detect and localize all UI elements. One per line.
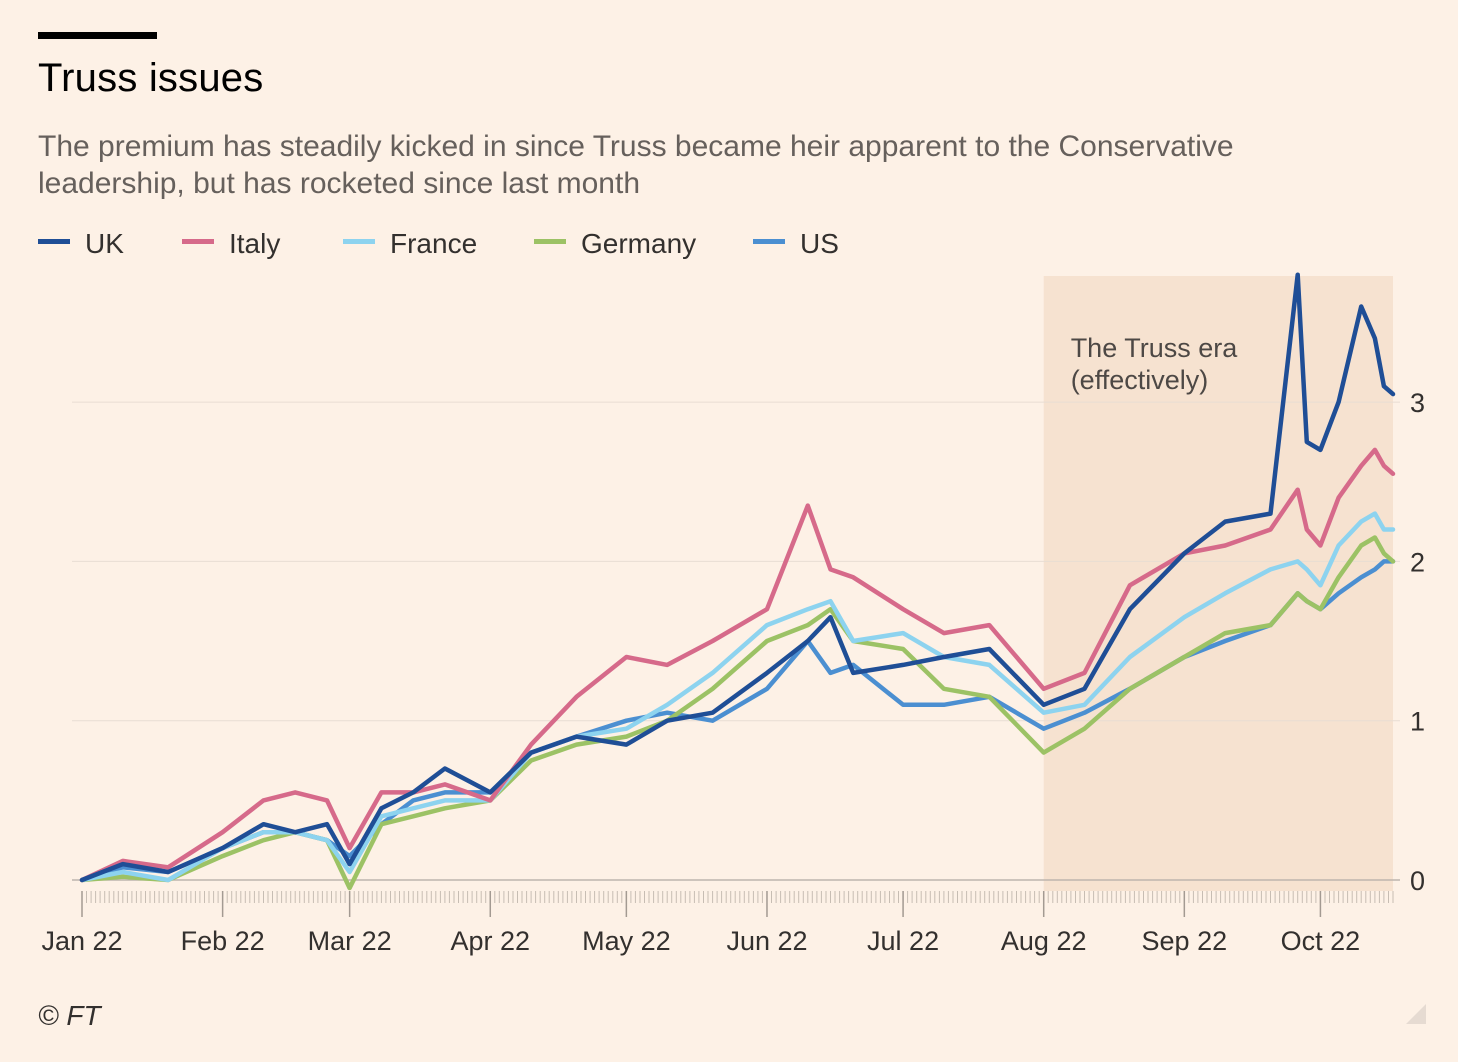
y-tick-label-1: 1 [1410, 707, 1425, 737]
legend-label-uk: UK [85, 228, 124, 259]
source-credit: © FT [38, 1000, 101, 1031]
legend-swatch-italy [182, 238, 214, 244]
legend-item-us: US [753, 228, 839, 260]
x-tick-label: Mar 22 [308, 926, 392, 956]
resize-handle-icon [1406, 1004, 1426, 1024]
x-tick-label: Sep 22 [1142, 926, 1228, 956]
legend-item-uk: UK [38, 228, 124, 260]
x-tick-label: May 22 [582, 926, 671, 956]
x-tick-label: Jun 22 [726, 926, 807, 956]
legend-swatch-germany [534, 238, 566, 244]
annotation-line-2: (effectively) [1071, 365, 1209, 395]
y-tick-label-0: 0 [1410, 866, 1425, 896]
x-tick-label: Apr 22 [450, 926, 530, 956]
x-tick-label: Jan 22 [41, 926, 122, 956]
series-line-italy [79, 447, 1396, 883]
x-tick-label: Aug 22 [1001, 926, 1087, 956]
legend-item-germany: Germany [534, 228, 696, 260]
legend-label-italy: Italy [229, 228, 281, 259]
chart-title: Truss issues [38, 56, 264, 100]
x-tick-label: Feb 22 [181, 926, 265, 956]
legend-label-france: France [390, 228, 478, 259]
legend-item-france: France [343, 228, 477, 260]
legend-swatch-uk [38, 238, 70, 244]
series-line-france [79, 511, 1396, 883]
y-tick-label-3: 3 [1410, 388, 1425, 418]
y-tick-label-2: 2 [1410, 547, 1425, 577]
series-line-uk [79, 272, 1396, 883]
chart-subtitle: The premium has steadily kicked in since… [38, 130, 1234, 200]
legend-label-us: US [800, 228, 839, 259]
annotation-line-1: The Truss era [1071, 333, 1239, 363]
x-axis-minor-ticks [81, 891, 1394, 903]
x-tick-label: Oct 22 [1281, 926, 1361, 956]
legend-swatch-us [753, 238, 785, 244]
x-tick-label: Jul 22 [867, 926, 939, 956]
title-accent-bar [38, 32, 157, 39]
line-chart: 0 1 2 3 The Truss era(effectively) Jan 22 Feb … [41, 272, 1425, 956]
legend-swatch-france [343, 238, 375, 244]
legend-item-italy: Italy [182, 228, 280, 260]
legend-label-germany: Germany [581, 228, 697, 259]
